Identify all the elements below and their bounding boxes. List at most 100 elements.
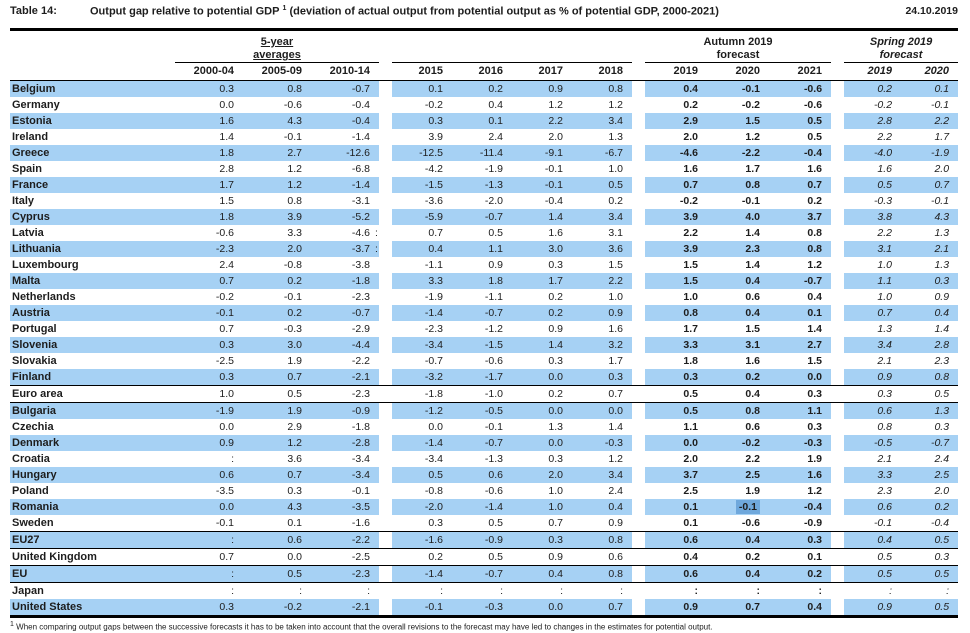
value-cell: 1.8 bbox=[175, 145, 243, 161]
value-cell: 1.7 bbox=[683, 323, 698, 335]
value-cell: 0.8 bbox=[572, 531, 632, 549]
value-cell: 0.4 bbox=[488, 99, 503, 111]
value-cell: 1.6 bbox=[745, 355, 760, 367]
value-cell: -0.7 bbox=[769, 273, 832, 289]
group-gap-cell bbox=[379, 129, 392, 145]
group-gap-cell bbox=[632, 369, 645, 386]
table-row: Japan : : : : : : : : : : : : bbox=[10, 582, 958, 599]
value-cell: 1.3 bbox=[548, 421, 563, 433]
value-cell: -1.8 bbox=[311, 273, 379, 289]
group-gap-cell bbox=[831, 548, 845, 566]
group-gap-cell bbox=[379, 451, 392, 467]
value-cell: -4.4 bbox=[311, 337, 379, 353]
value-cell: 1.2 bbox=[243, 177, 311, 193]
group-gap bbox=[632, 62, 645, 81]
group-gap-cell bbox=[632, 419, 645, 435]
country-cell: Spain bbox=[12, 163, 42, 175]
value-cell: -0.1 bbox=[707, 499, 769, 515]
value-cell: -2.1 bbox=[311, 369, 379, 386]
value-cell: -0.7 bbox=[452, 435, 512, 451]
group-gap-cell bbox=[379, 145, 392, 161]
value-cell: 1.7 bbox=[745, 163, 760, 175]
group-gap-cell bbox=[831, 177, 845, 193]
group-gap-cell bbox=[632, 483, 645, 499]
country-cell: EU27 bbox=[10, 531, 175, 549]
group-gap-cell bbox=[831, 385, 845, 403]
value-cell: 1.5 bbox=[608, 259, 623, 271]
value-cell: -1.2 bbox=[392, 402, 452, 419]
table-row: Germany 0.0 -0.6 -0.4 -0.2 0.4 1.2 1.2 0… bbox=[10, 97, 958, 113]
value-cell: 0.8 bbox=[901, 369, 959, 386]
group-gap bbox=[632, 28, 645, 63]
value-cell: 1.5 bbox=[807, 355, 823, 367]
group-gap-cell bbox=[379, 353, 392, 369]
value-cell: -1.0 bbox=[452, 385, 512, 403]
value-cell: 0.2 bbox=[683, 99, 698, 111]
value-cell: 3.7 bbox=[645, 467, 707, 483]
value-cell: 0.7 bbox=[175, 548, 243, 566]
group-gap-cell bbox=[632, 209, 645, 225]
value-cell: 0.7 bbox=[243, 369, 311, 386]
value-cell: -0.1 bbox=[544, 163, 563, 175]
group-gap-cell bbox=[831, 467, 845, 483]
value-cell: -6.7 bbox=[572, 145, 632, 161]
value-cell: -1.1 bbox=[484, 291, 503, 303]
value-cell: 2.8 bbox=[219, 163, 234, 175]
value-cell: 1.7 bbox=[175, 177, 243, 193]
value-cell: 0.2 bbox=[452, 80, 512, 97]
value-cell: 1.6 bbox=[683, 163, 698, 175]
value-cell: 2.1 bbox=[877, 355, 893, 367]
table-row: Spain 2.8 1.2 -6.8 -4.2 -1.9 -0.1 1.0 1.… bbox=[10, 161, 958, 177]
country-cell: United States bbox=[10, 599, 175, 617]
value-cell: -0.3 bbox=[572, 435, 632, 451]
group-gap-cell: : bbox=[375, 241, 392, 257]
table-row: Belgium 0.3 0.8 -0.7 0.1 0.2 0.9 0.8 0.4… bbox=[10, 80, 959, 97]
value-cell: 0.4 bbox=[707, 565, 769, 583]
group-gap-cell bbox=[632, 113, 645, 129]
column-group-averages: 5-year averages bbox=[175, 28, 379, 63]
value-cell: -0.7 bbox=[452, 305, 512, 321]
value-cell: 3.1 bbox=[608, 227, 623, 239]
group-gap-cell bbox=[379, 419, 392, 435]
value-cell: 0.4 bbox=[769, 599, 832, 617]
value-cell: 0.6 bbox=[745, 291, 760, 303]
value-cell: 0.7 bbox=[844, 305, 902, 321]
value-cell: 0.1 bbox=[769, 305, 832, 321]
country-cell: Netherlands bbox=[12, 291, 76, 303]
group-gap-cell bbox=[831, 321, 845, 337]
country-cell: Germany bbox=[12, 99, 60, 111]
value-cell: : bbox=[889, 585, 893, 597]
value-cell: -3.1 bbox=[351, 195, 370, 207]
value-cell: 3.6 bbox=[287, 453, 302, 465]
group-gap-cell bbox=[831, 565, 845, 583]
value-cell: 0.5 bbox=[243, 385, 311, 403]
value-cell: 3.0 bbox=[243, 337, 311, 353]
value-cell: 0.7 bbox=[901, 177, 959, 193]
group-gap-cell bbox=[379, 273, 392, 289]
value-cell: -2.1 bbox=[311, 599, 379, 617]
value-cell: 0.2 bbox=[807, 195, 823, 207]
group-gap-cell bbox=[831, 209, 845, 225]
year-column-header: 2019 bbox=[645, 62, 707, 81]
value-cell: 0.3 bbox=[807, 421, 823, 433]
value-cell: 1.6 bbox=[877, 163, 893, 175]
value-cell: 0.2 bbox=[707, 369, 769, 386]
value-cell: 0.4 bbox=[707, 305, 769, 321]
value-cell: 2.2 bbox=[683, 227, 698, 239]
value-cell: 0.3 bbox=[175, 369, 243, 386]
table-row: Ireland 1.4 -0.1 -1.4 3.9 2.4 2.0 1.3 2.… bbox=[10, 129, 958, 145]
group-gap-cell bbox=[379, 193, 392, 209]
year-header-row: 2000-04 2005-09 2010-14 2015 2016 2017 2… bbox=[10, 62, 959, 81]
value-cell: -0.1 bbox=[283, 131, 302, 143]
value-cell: 1.9 bbox=[243, 402, 311, 419]
value-cell: 1.5 bbox=[645, 273, 707, 289]
group-gap-cell bbox=[632, 548, 645, 566]
value-cell: 3.4 bbox=[572, 467, 632, 483]
footnote: 1 When comparing output gaps between the… bbox=[10, 621, 713, 632]
value-cell: : bbox=[175, 531, 243, 549]
value-cell: 1.1 bbox=[683, 421, 698, 433]
group-gap-cell bbox=[632, 273, 645, 289]
group-gap-cell bbox=[632, 80, 645, 97]
value-cell: -0.9 bbox=[769, 515, 832, 532]
value-cell: 4.3 bbox=[901, 209, 959, 225]
